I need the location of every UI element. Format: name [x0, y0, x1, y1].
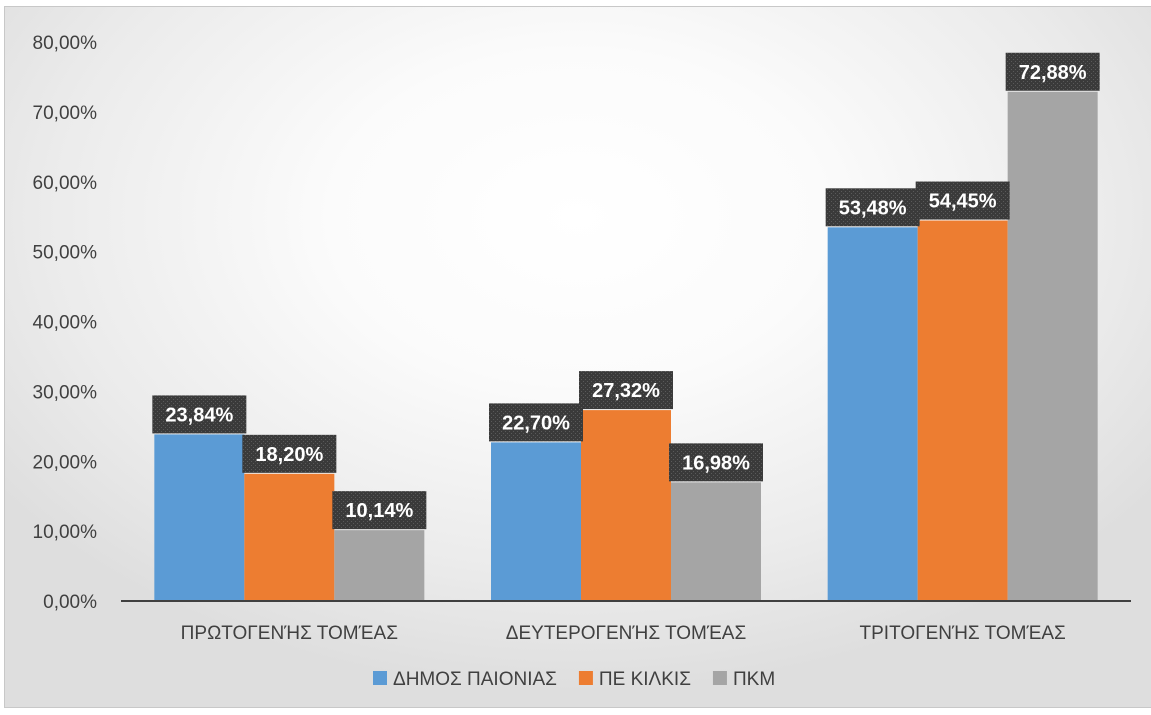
data-label: 10,14% — [345, 500, 413, 522]
data-label-box — [669, 443, 763, 482]
data-label: 22,70% — [502, 412, 570, 434]
y-tick-label: 40,00% — [33, 313, 98, 334]
bar — [154, 434, 245, 601]
bar-chart: 0,00% 10,00% 20,00% 30,00% 40,00% 50,00% 60,00… — [33, 33, 1131, 690]
data-label: 53,48% — [839, 197, 907, 219]
bar — [1007, 91, 1098, 601]
y-tick-label: 30,00% — [33, 382, 98, 403]
data-label: 54,45% — [929, 191, 997, 213]
data-label-box — [825, 188, 920, 227]
y-tick-label: 20,00% — [33, 452, 98, 473]
category-label: ΔΕΥΤΕΡΟΓΕΝΉΣ ΤΟΜΈΑΣ — [506, 623, 746, 644]
data-label-box — [152, 395, 247, 434]
y-tick-label: 0,00% — [43, 592, 97, 613]
bar — [827, 227, 918, 601]
data-label-box — [579, 371, 673, 410]
data-label: 16,98% — [682, 452, 750, 474]
y-tick-label: 10,00% — [33, 522, 98, 543]
legend-swatch — [712, 671, 727, 685]
bar — [917, 220, 1008, 601]
y-tick-label: 70,00% — [33, 103, 98, 124]
legend-swatch — [373, 671, 387, 685]
data-label: 72,88% — [1019, 62, 1087, 84]
legend-label: ΔΗΜΟΣ ΠΑΙΟΝΙΑΣ — [393, 669, 557, 690]
y-tick-label: 60,00% — [33, 173, 98, 194]
bar — [581, 410, 671, 601]
category-label: ΠΡΩΤΟΓΕΝΉΣ ΤΟΜΈΑΣ — [181, 623, 398, 644]
legend: ΔΗΜΟΣ ΠΑΙΟΝΙΑΣ ΠΕ ΚΙΛΚΙΣ ΠΚΜ — [373, 669, 775, 690]
data-label-box — [1005, 52, 1100, 91]
y-tick-label: 80,00% — [33, 33, 98, 54]
legend-swatch — [578, 671, 593, 685]
category-labels: ΠΡΩΤΟΓΕΝΉΣ ΤΟΜΈΑΣ ΔΕΥΤΕΡΟΓΕΝΉΣ ΤΟΜΈΑΣ ΤΡΙΤ… — [181, 623, 1066, 644]
legend-label: ΠΚΜ — [733, 669, 775, 690]
data-label-box — [242, 434, 337, 473]
bars-group — [154, 91, 1098, 601]
bar — [671, 482, 761, 601]
y-tick-label: 50,00% — [33, 243, 98, 264]
data-label-box — [915, 181, 1010, 220]
legend-label: ΠΕ ΚΙΛΚΙΣ — [599, 669, 691, 690]
data-label-box — [332, 491, 427, 530]
data-label: 23,84% — [165, 404, 233, 426]
data-labels-group: 23,84% 18,20% 10,14% 22,70% 27,32% 16,98% 53,4… — [152, 52, 1100, 530]
bar — [334, 530, 425, 601]
data-label-box — [489, 403, 583, 442]
bar — [244, 473, 335, 601]
category-label: ΤΡΙΤΟΓΕΝΉΣ ΤΟΜΈΑΣ — [860, 623, 1066, 644]
data-label: 18,20% — [255, 444, 323, 466]
y-axis-ticks: 0,00% 10,00% 20,00% 30,00% 40,00% 50,00% 60,00… — [33, 33, 98, 613]
chart-frame: 0,00% 10,00% 20,00% 30,00% 40,00% 50,00% 60,00… — [4, 6, 1151, 708]
bar — [491, 442, 581, 601]
data-label: 27,32% — [592, 380, 660, 402]
